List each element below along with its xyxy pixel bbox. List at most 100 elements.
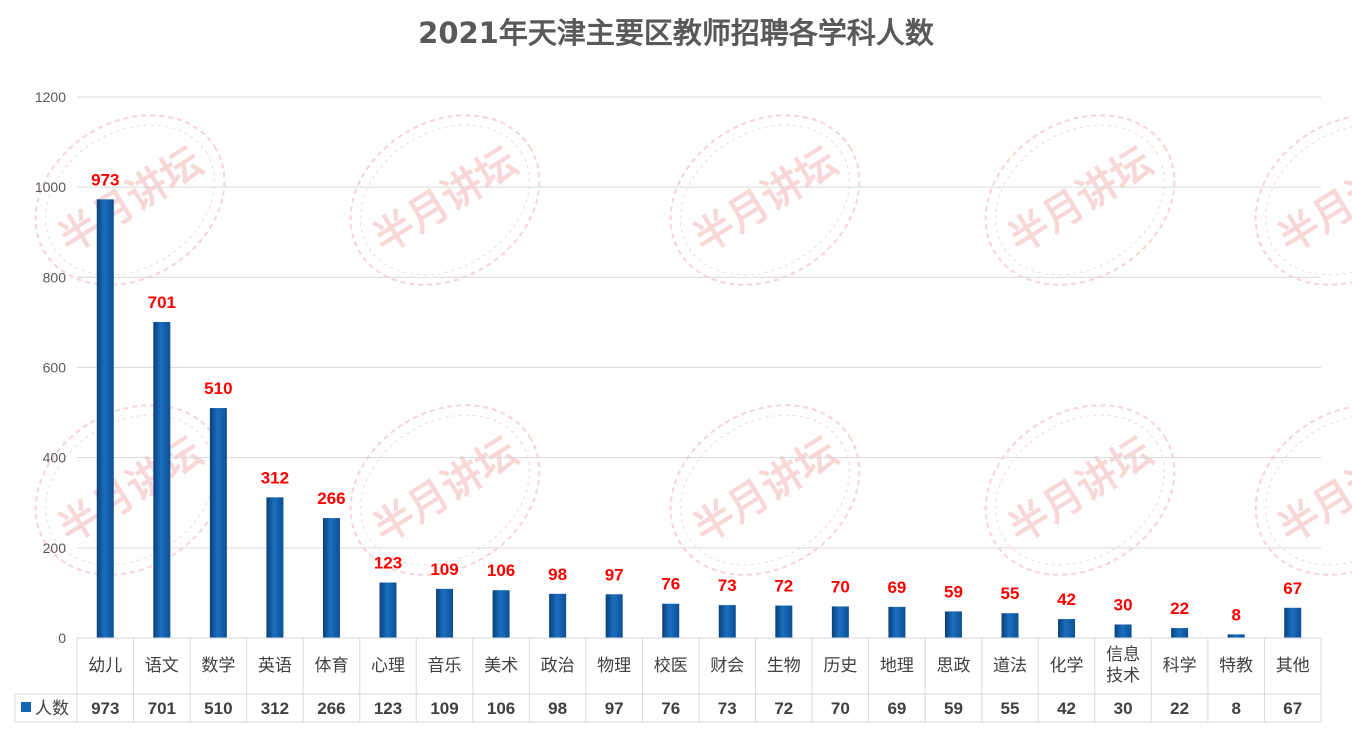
watermark-ring [1264,124,1352,276]
bar [1284,607,1302,638]
watermark-stamp: 半月讲坛 [1254,404,1352,576]
watermark-stamp: 半月讲坛 [669,404,861,576]
bar [322,518,340,638]
y-tick-label: 1200 [35,89,66,105]
bars [96,199,1302,638]
bar [1114,624,1132,638]
watermark-ring [44,414,216,566]
data-label: 30 [1114,595,1133,614]
data-label: 42 [1057,590,1076,609]
table-value: 59 [944,699,963,718]
table-value: 312 [261,699,289,718]
legend-key [21,702,31,712]
bar [436,588,454,638]
watermark-text: 半月讲坛 [50,429,210,553]
y-tick-label: 1000 [35,179,66,195]
x-category-label: 心理 [371,656,405,676]
x-category-label: 校医 [654,656,688,676]
bar [153,321,171,638]
data-label: 59 [944,582,963,601]
gridlines [77,96,1321,549]
x-category-label: 数学 [201,656,235,676]
x-category-label: 历史 [823,656,857,676]
y-tick-label: 200 [43,540,67,556]
y-axis: 0 200 400 600 800 1000 1200 [35,89,66,646]
bar [492,590,510,638]
table-value: 30 [1114,699,1133,718]
table-value: 72 [774,699,793,718]
data-label: 73 [718,576,737,595]
data-label: 973 [91,170,119,189]
bar [888,606,906,638]
x-category-label: 其他 [1276,656,1310,676]
bar [549,593,567,638]
table-value: 97 [605,699,624,718]
table-value: 22 [1170,699,1189,718]
y-tick-label: 600 [43,360,67,376]
bar [96,199,114,638]
watermark-ring [1264,414,1352,566]
bar [1227,634,1245,638]
x-category-label: 幼儿 [88,656,122,676]
bar [605,594,623,638]
watermark-ring [679,414,851,566]
watermark-text: 半月讲坛 [1000,139,1160,263]
watermark-ring [359,124,531,276]
table-value: 42 [1057,699,1076,718]
data-label: 8 [1231,605,1240,624]
data-label: 22 [1170,599,1189,618]
bar [1171,628,1189,638]
watermark-ring [669,114,861,286]
watermark-ring [669,404,861,576]
watermark-text: 半月讲坛 [365,429,525,553]
bar [718,605,736,638]
watermark-ring [984,404,1176,576]
x-category-label: 物理 [597,656,631,676]
x-category-label: 特教 [1219,656,1253,676]
watermark-ring [1254,404,1352,576]
table-value: 510 [204,699,232,718]
y-tick-label: 400 [43,450,67,466]
data-label: 67 [1283,579,1302,598]
watermark-stamp: 半月讲坛 [1254,114,1352,286]
bar [1001,613,1019,638]
x-category-label: 科学 [1163,656,1197,676]
x-category-label: 生物 [767,656,801,676]
bar [379,582,397,638]
table-value: 98 [548,699,567,718]
table-value: 973 [91,699,119,718]
bar [944,611,962,638]
table-value: 109 [430,699,458,718]
table-value: 67 [1283,699,1302,718]
data-label: 69 [887,578,906,597]
watermark-text: 半月讲坛 [685,429,845,553]
x-category-label: 语文 [145,656,179,676]
y-tick-label: 800 [43,269,67,285]
data-label: 97 [605,565,624,584]
bar [266,497,284,638]
data-label: 510 [204,379,232,398]
bar [831,606,849,638]
table-value: 73 [718,699,737,718]
x-category-label: 道法 [993,656,1027,676]
x-category-label: 美术 [484,656,518,676]
watermark-stamp: 半月讲坛 [984,114,1176,286]
watermark-ring [994,414,1166,566]
watermark-ring [1254,114,1352,286]
bar [1058,619,1076,638]
table-value: 701 [148,699,176,718]
data-table: 幼儿 语文 数学 英语 体育 心理 音乐 美术 政治 物理 校医 财会 生物 历史 地理 思政 道法 化学 信息技术… [14,637,1322,723]
table-value: 123 [374,699,402,718]
x-category-label: 音乐 [428,656,462,676]
table-value: 69 [887,699,906,718]
watermark-ring [359,414,531,566]
watermark-text: 半月讲坛 [1270,429,1352,553]
data-label: 98 [548,565,567,584]
data-label: 72 [774,577,793,596]
watermark-ring [34,114,226,286]
data-label: 55 [1001,584,1020,603]
watermark-stamp: 半月讲坛 [984,404,1176,576]
data-label: 76 [661,575,680,594]
data-labels: 973 701 510 312 266 123 109 106 98 97 76 73 72 70 69 59… [91,170,1302,624]
